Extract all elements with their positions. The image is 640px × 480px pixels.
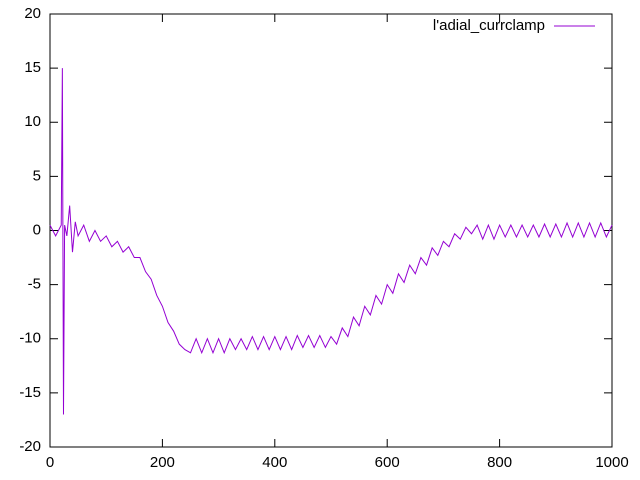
- y-tick-label: 10: [24, 113, 41, 130]
- data-line: [49, 68, 613, 415]
- y-tick-label: -15: [19, 384, 41, 401]
- x-tick-label: 400: [262, 454, 287, 471]
- y-tick-label: 15: [24, 59, 41, 76]
- x-tick-label: 200: [150, 454, 175, 471]
- y-tick-label: -5: [28, 276, 41, 293]
- y-tick-label: 5: [33, 167, 41, 184]
- x-tick-label: 800: [487, 454, 512, 471]
- y-tick-label: 0: [33, 221, 41, 238]
- x-tick-label: 0: [46, 454, 54, 471]
- legend-label: l'adial_currclamp: [433, 17, 545, 34]
- y-tick-label: -10: [19, 330, 41, 347]
- x-tick-label: 1000: [595, 454, 628, 471]
- plot-border: [49, 13, 613, 448]
- y-tick-label: 20: [24, 5, 41, 22]
- y-tick-label: -20: [19, 438, 41, 455]
- x-tick-label: 600: [375, 454, 400, 471]
